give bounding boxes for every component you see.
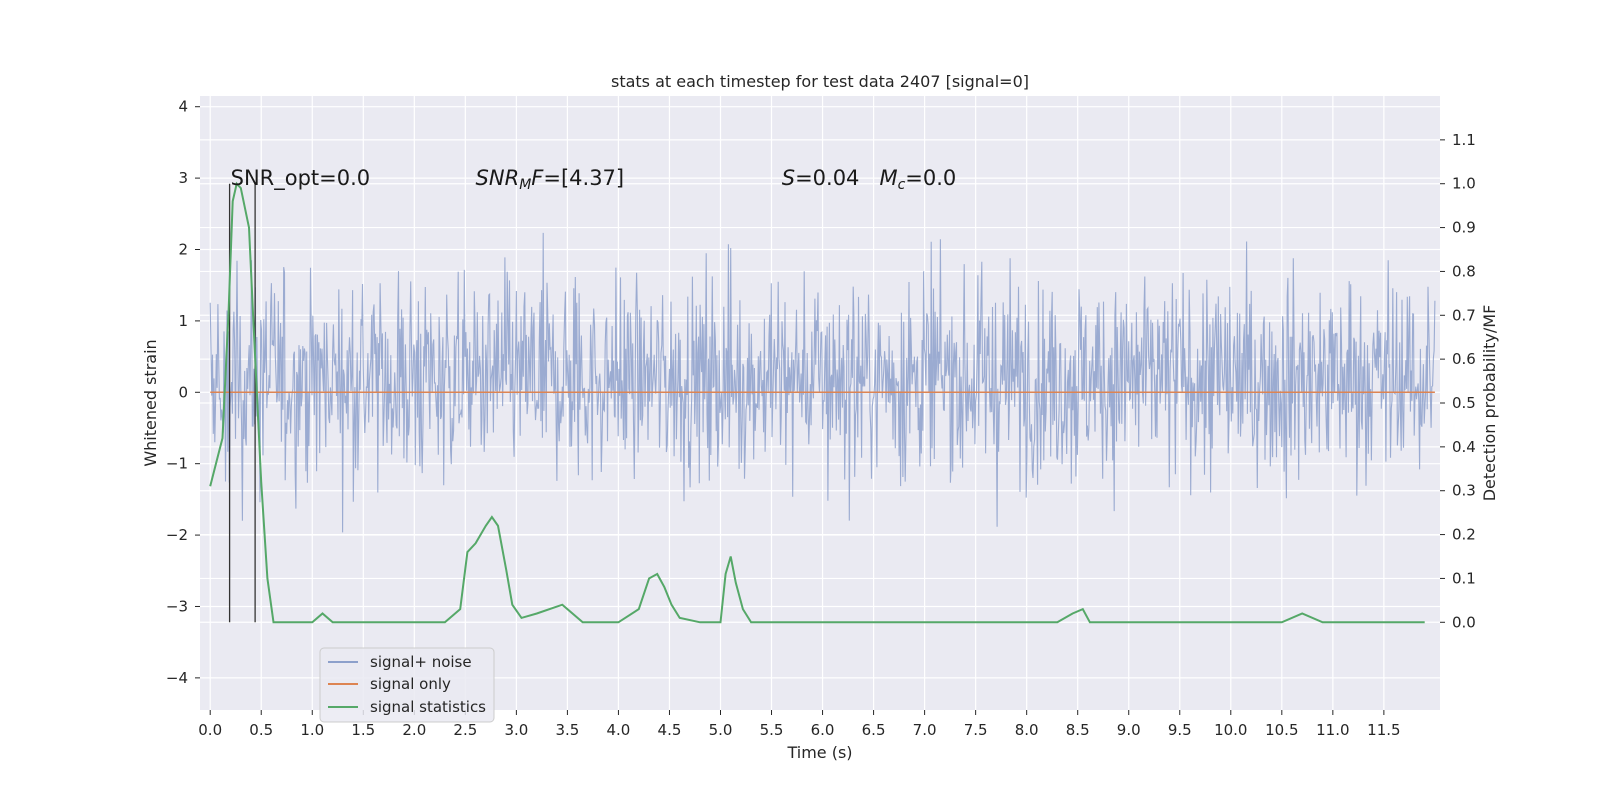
y-ticks: −4 −3 −2 −1 0 1 2 3 4: [166, 98, 200, 687]
y2-tick-label: 0.3: [1452, 482, 1476, 500]
x-tick-label: 7.5: [964, 721, 988, 739]
y-tick-label: 0: [178, 383, 188, 401]
y2-tick-label: 0.9: [1452, 219, 1476, 237]
legend-label-signal-noise: signal+ noise: [370, 653, 472, 671]
y-tick-label: 2: [178, 241, 188, 259]
x-tick-label: 6.5: [862, 721, 886, 739]
x-tick-label: 5.5: [760, 721, 784, 739]
chart-title: stats at each timestep for test data 240…: [611, 72, 1029, 91]
y2-tick-label: 1.0: [1452, 175, 1476, 193]
x-tick-label: 6.0: [811, 721, 835, 739]
y2-tick-label: 1.1: [1452, 131, 1476, 149]
x-tick-label: 2.0: [402, 721, 426, 739]
legend-label-signal-statistics: signal statistics: [370, 698, 486, 716]
annotation-1: SNRMF=[4.37]: [476, 166, 625, 193]
y-tick-label: 3: [178, 169, 188, 187]
series-signal-noise: [209, 232, 1436, 533]
annotation-0: SNR_opt=0.0: [231, 166, 371, 191]
x-tick-label: 11.5: [1367, 721, 1400, 739]
x-tick-label: 9.5: [1168, 721, 1192, 739]
x-axis-label: Time (s): [786, 743, 852, 762]
y-axis-label: Whitened strain: [141, 339, 160, 466]
x-tick-label: 5.0: [709, 721, 733, 739]
x-tick-label: 4.5: [658, 721, 682, 739]
y2-tick-label: 0.5: [1452, 394, 1476, 412]
x-tick-label: 4.0: [607, 721, 631, 739]
y2-tick-label: 0.6: [1452, 350, 1476, 368]
y-tick-label: −2: [166, 526, 188, 544]
y-tick-label: −4: [166, 669, 188, 687]
marker-lines: [228, 183, 256, 623]
x-tick-label: 10.5: [1265, 721, 1298, 739]
y-tick-label: −3: [166, 597, 188, 615]
signal-statistics-line: [209, 181, 1425, 624]
noise-trace: [209, 232, 1436, 533]
x-tick-label: 0.5: [249, 721, 273, 739]
x-tick-label: 7.0: [913, 721, 937, 739]
legend: signal+ noise signal only signal statist…: [319, 647, 495, 723]
x-tick-label: 2.5: [453, 721, 477, 739]
y2-tick-label: 0.1: [1452, 569, 1476, 587]
grid: [200, 96, 1440, 710]
x-tick-label: 1.0: [300, 721, 324, 739]
annotations: SNR_opt=0.0 SNRMF=[4.37] S=0.04 Mc=0.0: [231, 166, 957, 193]
legend-label-signal-only: signal only: [370, 675, 451, 693]
y2-ticks: 0.0 0.1 0.2 0.3 0.4 0.5 0.6 0.7 0.8 0.9 1.0 1.1: [1440, 131, 1476, 631]
annotation-2: S=0.04 Mc=0.0: [782, 166, 957, 193]
series-signal-statistics: [209, 181, 1425, 624]
y-tick-label: −1: [166, 455, 188, 473]
y2-tick-label: 0.7: [1452, 306, 1476, 324]
x-tick-label: 3.0: [504, 721, 528, 739]
x-tick-label: 9.0: [1117, 721, 1141, 739]
y2-tick-label: 0.0: [1452, 613, 1476, 631]
x-tick-label: 8.5: [1066, 721, 1090, 739]
y-tick-label: 1: [178, 312, 188, 330]
x-tick-label: 1.5: [351, 721, 375, 739]
y2-tick-label: 0.4: [1452, 438, 1476, 456]
y2-axis-label: Detection probability/MF: [1480, 305, 1499, 502]
x-tick-label: 11.0: [1316, 721, 1349, 739]
x-tick-label: 3.5: [555, 721, 579, 739]
x-tick-label: 10.0: [1214, 721, 1247, 739]
x-tick-label: 8.0: [1015, 721, 1039, 739]
legend-box: [319, 647, 495, 723]
y2-tick-label: 0.8: [1452, 262, 1476, 280]
y2-tick-label: 0.2: [1452, 526, 1476, 544]
x-tick-label: 0.0: [198, 721, 222, 739]
y-tick-label: 4: [178, 98, 188, 116]
x-ticks: 0.0 0.5 1.0 1.5 2.0 2.5 3.0 3.5 4.0 4.5 5.0 5.5 6.0 6…: [198, 710, 1401, 739]
